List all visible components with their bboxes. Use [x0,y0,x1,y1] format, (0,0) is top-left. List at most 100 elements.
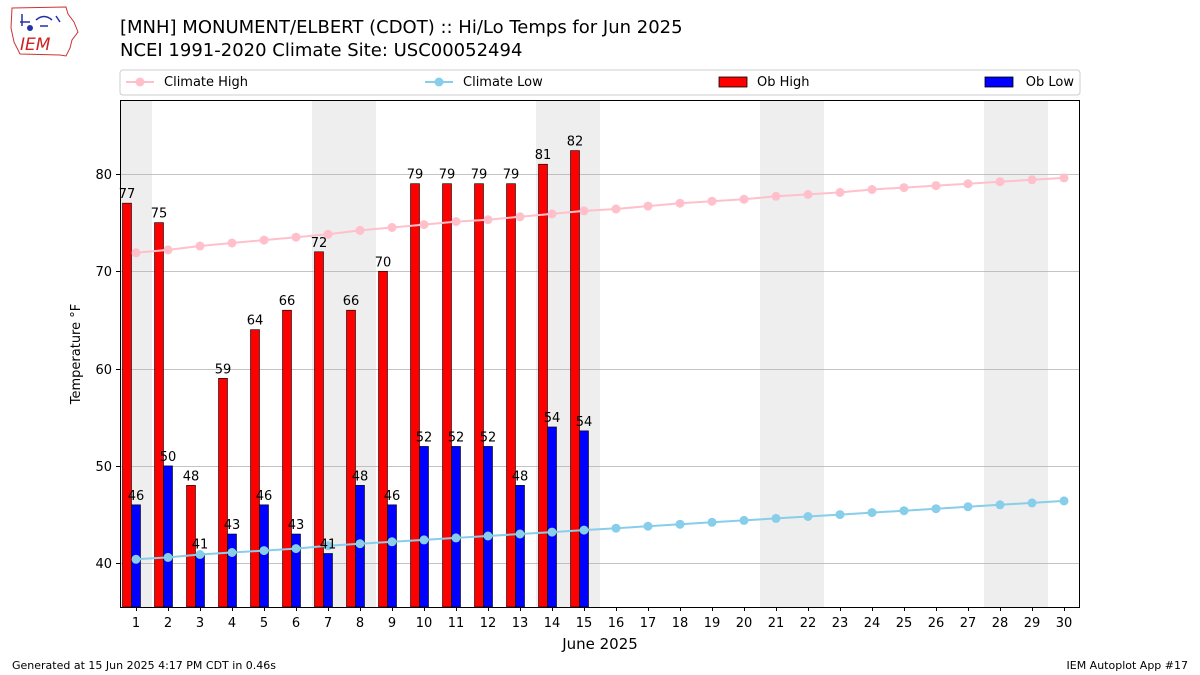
ob-low-data-label: 43 [288,518,305,533]
x-tick-label: 20 [736,616,753,631]
ob-low-bar [195,553,205,608]
legend-swatch-ob-low [984,76,1014,88]
ob-low-data-label: 41 [192,537,209,552]
x-tick-label: 1 [132,616,140,631]
legend-label-ob-low: Ob Low [1026,75,1075,90]
grid-lines [120,174,1080,564]
x-tick-label: 23 [832,616,849,631]
x-tick-label: 27 [960,616,977,631]
climate-high-point [771,191,781,201]
ob-low-bar [547,426,557,608]
climate-low-point [739,515,749,525]
climate-low-point [291,544,301,554]
climate-low-point [771,513,781,523]
x-tick-label: 2 [164,616,172,631]
legend-entry-climate-high: Climate High [126,75,248,90]
weekend-shading [120,100,1048,607]
climate-low-point [163,552,173,562]
climate-low-point [227,548,237,557]
ob-high-data-label: 79 [471,168,488,183]
x-tick-label: 17 [640,616,657,631]
ob-low-data-label: 48 [512,469,529,484]
climate-high-point [419,220,429,230]
climate-low-point [963,502,973,512]
ob-high-bar [154,222,164,608]
ob-low-data-label: 46 [256,489,273,504]
chart-subtitle: NCEI 1991-2020 Climate Site: USC00052494 [120,40,523,61]
ob-high-bar [410,183,420,608]
ob-high-data-label: 70 [375,255,392,270]
climate-high-point [131,248,141,258]
x-tick-label: 4 [228,616,236,631]
climate-high-point [1027,175,1037,185]
x-tick-label: 16 [608,616,625,631]
climate-high-point [483,215,493,225]
y-tick-label: 70 [95,265,112,280]
climate-low-point [259,546,269,556]
x-tick-label: 14 [544,616,561,631]
climate-high-point [323,229,333,239]
climate-high-point [675,198,685,208]
climate-high-point [1059,173,1069,183]
ob-low-bar [227,533,237,608]
climate-high-point [835,187,845,197]
plot-frame [120,100,1080,608]
x-tick-label: 13 [512,616,529,631]
climate-low-point [995,500,1005,510]
ob-high-data-label: 75 [151,207,168,222]
climate-high-point [227,238,237,248]
legend-swatch-ob-high [718,76,748,88]
climate-high-point [195,241,205,251]
legend-entry-ob-low: Ob Low [984,75,1075,90]
legend-label-climate-low: Climate Low [463,75,543,90]
climate-low-point [931,504,941,514]
x-tick-label: 19 [704,616,721,631]
x-tick-label: 15 [576,616,593,631]
climate-low-point [195,550,205,559]
climate-low-point [899,506,909,516]
iem-logo: IEM [10,6,79,57]
climate-low-point [451,533,461,543]
x-tick-label: 25 [896,616,913,631]
ob-high-bar [122,202,132,608]
climate-low-point [547,527,557,537]
ob-low-data-label: 54 [544,411,561,426]
y-tick-label: 40 [95,557,112,572]
ob-low-data-label: 52 [448,430,465,445]
ob-high-bar [250,329,260,608]
x-tick-label: 9 [388,616,396,631]
ob-high-bar [506,183,516,608]
logo-sun-icon [27,25,33,31]
ob-high-data-label: 59 [215,362,232,377]
climate-low-point [707,517,717,527]
ob-high-data-label: 79 [407,168,424,183]
climate-high-point [611,204,621,214]
climate-low-point [131,554,141,564]
legend-entry-ob-high: Ob High [718,75,810,90]
legend-box [119,69,1081,96]
ob-high-data-label: 64 [247,314,264,329]
climate-low-line [135,499,1065,561]
ob-high-bar [474,183,484,608]
ob-low-data-label: 48 [352,469,369,484]
climate-lines [131,173,1069,564]
climate-high-point [355,225,365,235]
ob-low-bar [483,446,493,608]
climate-high-point [867,185,877,194]
climate-low-point [323,541,333,551]
ob-high-data-label: 48 [183,469,200,484]
ob-high-data-label: 66 [343,294,360,309]
legend: Climate High Climate Low Ob High Ob Low [119,69,1081,96]
ob-high-bar [378,270,388,608]
ob-high-bar [218,378,228,608]
climate-high-point [451,217,461,227]
climate-low-point [803,512,813,521]
ob-high-bar [538,163,548,608]
x-tick-label: 24 [864,616,881,631]
ob-low-data-label: 52 [416,430,433,445]
footer-generated-text: Generated at 15 Jun 2025 4:17 PM CDT in … [12,659,277,672]
x-tick-label: 26 [928,616,945,631]
ob-high-data-label: 66 [279,294,296,309]
logo-state-outline [10,6,79,57]
